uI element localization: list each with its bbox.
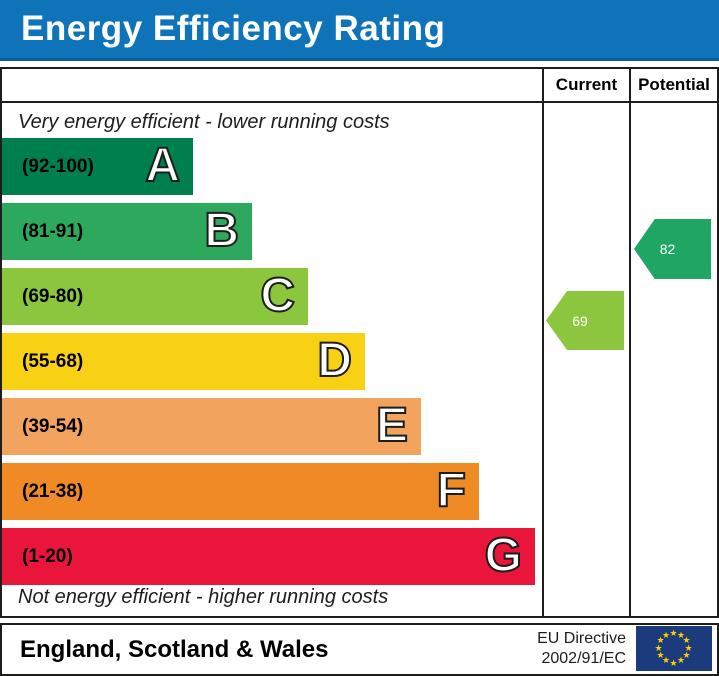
potential-rating-value: 82 (659, 241, 676, 257)
current-column-divider (542, 69, 544, 616)
band-b-range: (81-91) (22, 221, 84, 242)
potential-column-header: Potential (638, 75, 710, 94)
band-f: (21-38) F (2, 463, 479, 520)
band-d-range: (55-68) (22, 351, 84, 372)
region-label: England, Scotland & Wales (20, 635, 329, 663)
band-e: (39-54) E (2, 398, 421, 455)
eu-star-icon: ★ (656, 635, 665, 645)
band-c: (69-80) C (2, 268, 308, 325)
band-g-letter: G (484, 528, 523, 583)
band-b: (81-91) B (2, 203, 252, 260)
header-underline (2, 101, 717, 103)
current-column-header: Current (555, 75, 618, 94)
eu-directive-line2: 2002/91/EC (541, 650, 626, 667)
rating-chart: Current Potential Very energy efficient … (0, 67, 719, 618)
eu-star-icon: ★ (662, 655, 671, 666)
band-e-letter: E (375, 398, 409, 453)
eu-star-icon: ★ (669, 627, 678, 638)
current-rating-value: 69 (572, 312, 588, 329)
eu-star-icon: ★ (677, 629, 686, 640)
band-e-range: (39-54) (22, 416, 84, 437)
potential-rating-arrow: 82 (634, 219, 711, 279)
eu-directive-label: EU Directive 2002/91/EC (537, 629, 626, 669)
eu-star-icon: ★ (669, 657, 678, 668)
page-title: Energy Efficiency Rating (21, 9, 446, 48)
band-c-letter: C (259, 268, 296, 323)
band-f-range: (21-38) (22, 481, 84, 502)
band-f-letter: F (436, 463, 467, 518)
caption-very-efficient: Very energy efficient - lower running co… (18, 111, 390, 133)
band-g: (1-20) G (2, 528, 535, 585)
band-b-letter: B (203, 203, 240, 258)
band-a: (92-100) A (2, 138, 193, 195)
eu-star-icon: ★ (662, 629, 671, 640)
eu-star-icon: ★ (684, 642, 693, 653)
eu-star-icon: ★ (682, 635, 691, 645)
caption-not-efficient: Not energy efficient - higher running co… (18, 586, 389, 608)
potential-column-divider (629, 69, 631, 616)
band-d: (55-68) D (2, 333, 365, 390)
eu-star-icon: ★ (682, 650, 691, 660)
band-g-range: (1-20) (22, 546, 73, 567)
footer-bar: England, Scotland & Wales EU Directive 2… (0, 623, 719, 676)
title-bar: Energy Efficiency Rating (0, 0, 719, 61)
eu-star-icon: ★ (654, 642, 663, 653)
band-c-range: (69-80) (22, 286, 84, 307)
eu-flag-icon: ★ ★ ★ ★ ★ ★ ★ ★ ★ ★ ★ ★ (636, 626, 712, 671)
band-a-letter: A (144, 138, 181, 193)
band-a-range: (92-100) (22, 156, 94, 177)
eu-directive-line1: EU Directive (537, 630, 626, 647)
eu-star-icon: ★ (656, 650, 665, 660)
current-rating-arrow: 69 (546, 291, 624, 350)
band-d-letter: D (316, 333, 353, 388)
eu-star-icon: ★ (677, 655, 686, 666)
